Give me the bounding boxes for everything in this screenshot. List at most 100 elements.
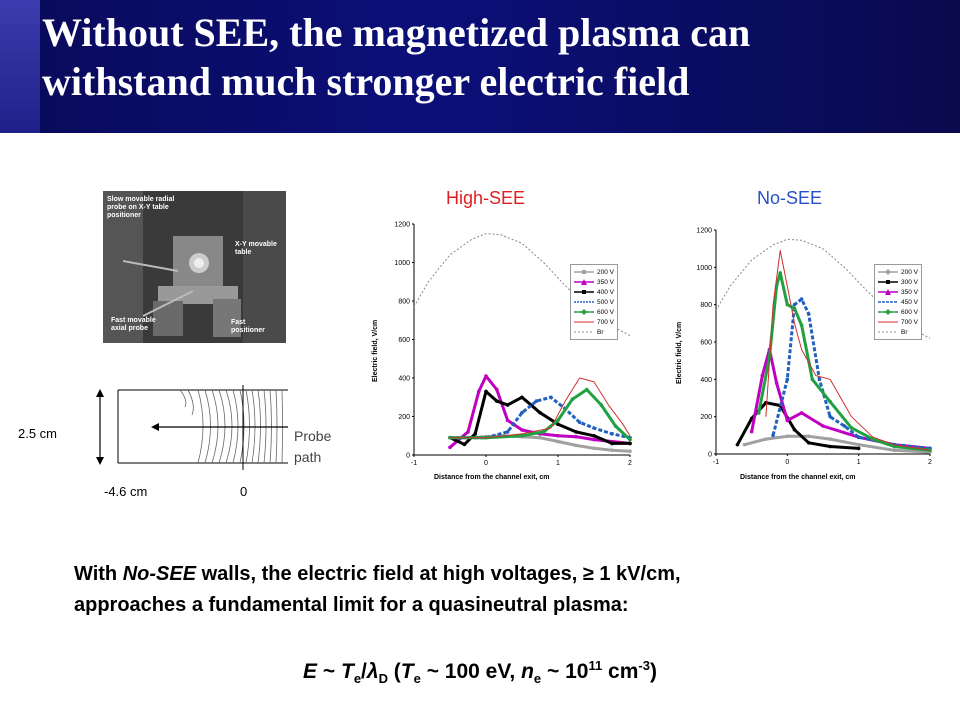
data-point: [556, 418, 560, 423]
legend-marker: [878, 309, 898, 315]
legend-label: 200 V: [597, 268, 614, 276]
chart-title-no-see: No-SEE: [757, 188, 823, 208]
data-point: [495, 387, 499, 392]
legend-marker: [574, 290, 594, 294]
chart-no-see: Electric field, V/cm Distance from the c…: [672, 218, 942, 493]
data-point: [599, 403, 603, 407]
data-point: [462, 442, 467, 447]
data-point: [628, 441, 632, 446]
series-line: [744, 434, 931, 454]
legend-label: 200 V: [901, 268, 918, 276]
y-tick-label: 600: [398, 337, 410, 344]
data-point: [592, 426, 596, 430]
data-point: [774, 381, 779, 385]
data-point: [534, 399, 539, 403]
data-point: [495, 399, 499, 403]
y-tick-label: 200: [700, 414, 712, 421]
setup-photo: Slow movable radial probe on X-Y table p…: [103, 191, 286, 343]
eq-exp2: -3: [638, 658, 650, 673]
title-banner-accent: [0, 0, 40, 133]
legend-label: 700 V: [901, 318, 918, 326]
body-line1: With No-SEE walls, the electric field at…: [74, 559, 934, 590]
eq-e-sub3: e: [533, 671, 542, 687]
eq-D-sub: D: [378, 671, 388, 687]
legend-item: 350 V: [574, 277, 614, 287]
data-point: [505, 403, 510, 407]
eq-mid: ~ 100 eV,: [420, 660, 522, 683]
data-point: [520, 395, 524, 400]
data-point: [828, 444, 832, 449]
data-point: [574, 430, 578, 434]
eq-lambda: λ: [366, 660, 379, 683]
body-line1-rest: walls, the electric field at high voltag…: [196, 563, 583, 585]
data-point: [610, 441, 614, 446]
y-tick-label: 0: [406, 453, 410, 460]
ge-symbol: ≥: [582, 563, 594, 585]
eq-close: ): [649, 660, 657, 683]
data-point: [742, 442, 747, 447]
series-line: [765, 250, 931, 451]
x-tick-label: 1: [857, 459, 861, 466]
data-point: [505, 418, 510, 423]
legend-item: 700 V: [574, 317, 614, 327]
data-point: [520, 410, 524, 415]
legend-marker: [574, 270, 594, 274]
data-point: [792, 306, 797, 311]
equation: E ~ Te/λD (Te ~ 100 eV, ne ~ 1011 cm-3): [0, 658, 960, 686]
legend-marker: [574, 309, 594, 315]
legend-label: 350 V: [597, 278, 614, 286]
data-point: [549, 395, 553, 400]
data-point: [538, 410, 542, 415]
photo-label-table: X-Y movable table: [235, 241, 277, 256]
body-text: With No-SEE walls, the electric field at…: [74, 559, 934, 621]
data-point: [799, 411, 804, 415]
data-point: [613, 424, 618, 428]
data-point: [817, 377, 822, 382]
y-tick-label: 0: [708, 452, 712, 459]
data-point: [892, 444, 897, 449]
data-point: [771, 433, 775, 438]
data-point: [574, 434, 578, 439]
legend-marker: [574, 321, 594, 323]
legend-marker: [878, 301, 898, 303]
data-point: [556, 439, 560, 444]
magnetic-field-diagram: [96, 385, 288, 470]
data-point: [592, 437, 596, 442]
series-line: [413, 233, 631, 337]
x-tick-label: -1: [411, 460, 417, 467]
data-point: [799, 323, 804, 327]
slide-title-line1: Without SEE, the magnetized plasma can: [42, 10, 751, 55]
series-line: [450, 388, 632, 441]
legend-item: 200 V: [574, 267, 614, 277]
data-point: [735, 442, 740, 447]
data-point: [577, 420, 582, 425]
data-point: [592, 446, 596, 451]
x-tick-label: 0: [484, 460, 488, 467]
eq-T: T: [340, 660, 354, 683]
chart-high-see: Electric field, V/cm Distance from the c…: [368, 212, 648, 492]
data-point: [592, 433, 596, 438]
data-point: [556, 422, 560, 426]
data-point: [477, 389, 481, 394]
legend-marker: [574, 331, 594, 333]
eq-slash: /: [361, 660, 367, 683]
legend-label: 600 V: [597, 308, 614, 316]
data-point: [785, 377, 790, 382]
data-point: [585, 387, 589, 392]
eq-n: n: [521, 660, 534, 683]
legend-label: 350 V: [901, 288, 918, 296]
legend-marker: [574, 301, 594, 303]
y-tick-label: 400: [398, 376, 410, 383]
x-tick-label: 2: [628, 460, 632, 467]
legend-item: 600 V: [574, 307, 614, 317]
chart-no-see-xlabel: Distance from the channel exit, cm: [740, 474, 856, 481]
data-point: [856, 446, 861, 451]
data-point: [610, 448, 614, 452]
legend-item: 200 V: [878, 267, 918, 277]
legend-marker: [878, 280, 898, 284]
chart-high-see-xlabel: Distance from the channel exit, cm: [434, 474, 550, 481]
eq-exp1: 11: [588, 658, 603, 673]
data-point: [828, 399, 832, 404]
diagram-zero-label: 0: [240, 484, 248, 499]
